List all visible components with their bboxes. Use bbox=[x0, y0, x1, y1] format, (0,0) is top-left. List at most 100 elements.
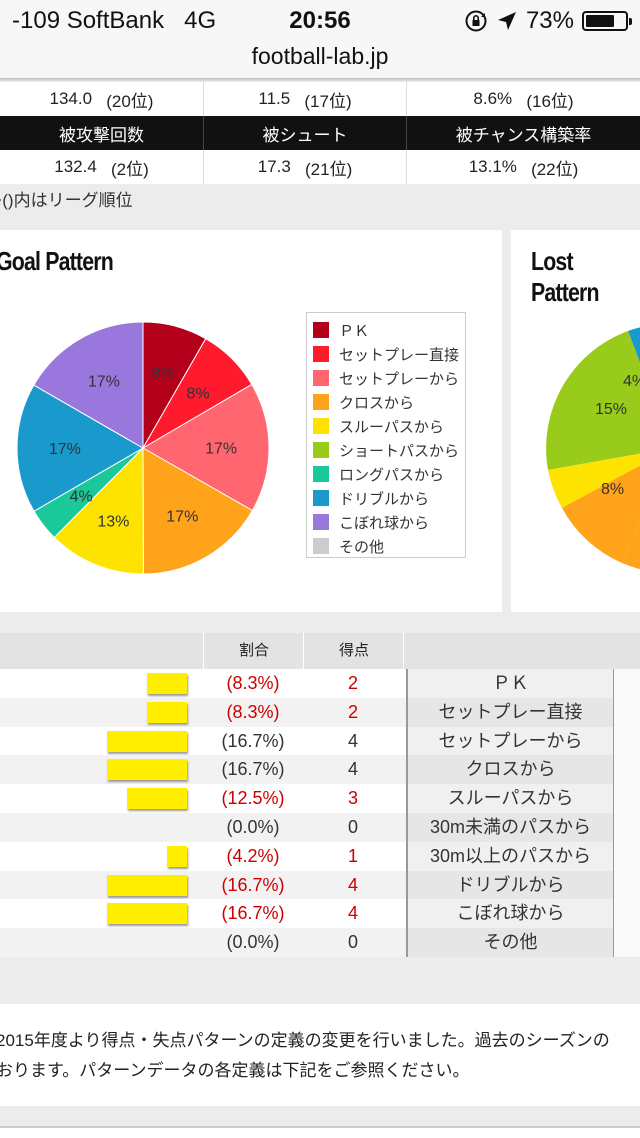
legend-item: セットプレー直接 bbox=[313, 342, 465, 366]
stats-row-values-1: 134.0 (20位) 11.5 (17位) 8.6% (16位) bbox=[0, 82, 640, 116]
share-percent: (8.3%) bbox=[226, 673, 280, 693]
legend-swatch bbox=[313, 490, 329, 506]
pattern-name: セットプレーから bbox=[406, 726, 614, 756]
lost-label: 8% bbox=[601, 481, 624, 498]
battery-percent: 73% bbox=[525, 7, 574, 34]
share-bar bbox=[107, 874, 187, 896]
legend-swatch bbox=[313, 370, 329, 386]
breakdown-row: (16.7%) 4 こぼれ球から bbox=[0, 899, 640, 929]
stats-header-row: 被攻撃回数 被シュート 被チャンス構築率 bbox=[0, 116, 640, 150]
legend-label: こぼれ球から bbox=[339, 514, 430, 532]
goal-breakdown-table: 割合 得点 (8.3%) 2 ＰＫ (8.3%) 2 セットプレー直接 (16.7%) 4 セッ… bbox=[0, 633, 640, 957]
legend-item: ドリブルから bbox=[313, 486, 465, 510]
legend-label: ＰＫ bbox=[339, 322, 370, 340]
pie-data-label: 8% bbox=[186, 386, 209, 403]
breakdown-row: (16.7%) 4 セットプレーから bbox=[0, 726, 640, 756]
share-bar bbox=[147, 701, 187, 723]
lost-pattern-pie-chart: 4% 15% 8% bbox=[546, 327, 640, 570]
legend-label: セットプレー直接 bbox=[339, 346, 460, 364]
legend-item: スルーパスから bbox=[313, 414, 465, 438]
lost-label: 15% bbox=[595, 401, 627, 418]
pie-slice bbox=[142, 447, 254, 575]
pattern-name: セットプレー直接 bbox=[406, 697, 614, 727]
legend-label: その他 bbox=[339, 538, 385, 556]
goal-count: 4 bbox=[347, 730, 358, 751]
stat-header: 被攻撃回数 bbox=[59, 125, 144, 145]
legend-swatch bbox=[313, 394, 329, 410]
legend-item: セットプレーから bbox=[313, 366, 465, 390]
legend-item: ロングパスから bbox=[313, 462, 465, 486]
legend-swatch bbox=[313, 418, 329, 434]
rank-note: ※()内はリーグ順位 bbox=[0, 191, 133, 210]
lost-slice bbox=[622, 521, 640, 570]
stat-cell: 134.0 (20位) bbox=[49, 89, 154, 111]
legend-swatch bbox=[313, 346, 329, 362]
share-percent: (0.0%) bbox=[226, 816, 280, 837]
goal-count: 4 bbox=[347, 874, 358, 895]
share-bar bbox=[107, 730, 187, 752]
pie-slice bbox=[53, 446, 144, 575]
legend-item: ショートパスから bbox=[313, 438, 465, 462]
legend-item: クロスから bbox=[313, 390, 465, 414]
row-tail bbox=[614, 812, 640, 842]
legend-label: ロングパスから bbox=[339, 466, 445, 484]
status-bar: -109 SoftBank 4G 20:56 73% bbox=[0, 0, 640, 40]
share-bar bbox=[107, 759, 187, 781]
note-line-2: おります。パターンデータの各定義は下記をご参照ください。 bbox=[0, 1061, 470, 1080]
battery-level bbox=[586, 15, 614, 27]
legend-label: セットプレーから bbox=[339, 370, 460, 388]
lost-label: 4% bbox=[623, 373, 640, 390]
goal-count: 2 bbox=[347, 701, 358, 722]
definition-note: 2015年度より得点・失点パターンの定義の変更を行いました。過去のシーズンの お… bbox=[0, 1004, 640, 1106]
pie-data-label: 8% bbox=[152, 366, 175, 383]
goal-count: 0 bbox=[347, 816, 358, 837]
goal-pattern-pie-chart: 8% 8% 17% 17% 13%4% 17% 17% bbox=[16, 321, 270, 575]
row-tail bbox=[614, 928, 640, 957]
score-header: 得点 bbox=[303, 633, 404, 669]
share-bar bbox=[167, 845, 187, 867]
share-percent: (16.7%) bbox=[221, 759, 285, 780]
breakdown-rows: (8.3%) 2 ＰＫ (8.3%) 2 セットプレー直接 (16.7%) 4 セットプレーから… bbox=[0, 669, 640, 957]
share-bar bbox=[107, 903, 187, 925]
stat-header: 被シュート bbox=[203, 116, 406, 150]
row-tail bbox=[614, 899, 640, 929]
pie-data-label: 17% bbox=[49, 441, 81, 458]
goal-pattern-panel: Goal Pattern 8% 8% 17% 17% 13% 4% 17% 17% ＰＫ セット… bbox=[0, 230, 502, 612]
breakdown-row: (4.2%) 1 30m以上のパスから bbox=[0, 841, 640, 871]
share-bar bbox=[147, 673, 187, 694]
row-tail bbox=[614, 755, 640, 785]
status-icons: 73% bbox=[464, 7, 632, 35]
breakdown-row: (16.7%) 4 ドリブルから bbox=[0, 870, 640, 900]
breakdown-row: (12.5%) 3 スルーパスから bbox=[0, 784, 640, 813]
share-percent: (16.7%) bbox=[221, 903, 285, 924]
stat-cell: 17.3 (21位) bbox=[203, 150, 406, 184]
row-tail bbox=[614, 726, 640, 756]
legend-swatch bbox=[313, 538, 329, 554]
lost-slice bbox=[546, 331, 640, 470]
lost-slice bbox=[562, 465, 640, 563]
pie-data-label: 13% bbox=[97, 513, 129, 530]
lost-pattern-title: Lost Pattern bbox=[531, 246, 600, 307]
location-arrow-icon bbox=[497, 12, 516, 30]
pattern-name: その他 bbox=[406, 928, 614, 957]
pattern-name: ドリブルから bbox=[406, 870, 614, 900]
pie-data-label: 17% bbox=[166, 509, 198, 526]
address-bar[interactable]: football-lab.jp bbox=[0, 40, 640, 78]
goal-pattern-title: Goal Pattern bbox=[0, 246, 114, 276]
lost-slice bbox=[548, 453, 640, 508]
stat-header: 被チャンス構築率 bbox=[406, 116, 640, 150]
toolbar-divider bbox=[0, 78, 640, 82]
pattern-name: 30m以上のパスから bbox=[406, 841, 614, 871]
stat-cell: 11.5 (17位) bbox=[203, 82, 406, 116]
legend-swatch bbox=[313, 322, 329, 338]
carrier-name: -109 SoftBank bbox=[12, 7, 165, 34]
rotation-lock-icon bbox=[465, 10, 487, 32]
goal-count: 1 bbox=[347, 845, 358, 866]
share-percent: (8.3%) bbox=[226, 701, 280, 722]
network-type: 4G bbox=[184, 7, 217, 34]
breakdown-row: (0.0%) 0 その他 bbox=[0, 928, 640, 957]
row-tail bbox=[614, 841, 640, 871]
share-percent: (16.7%) bbox=[221, 874, 285, 895]
pie-data-label: 17% bbox=[205, 441, 237, 458]
breakdown-row: (16.7%) 4 クロスから bbox=[0, 755, 640, 785]
